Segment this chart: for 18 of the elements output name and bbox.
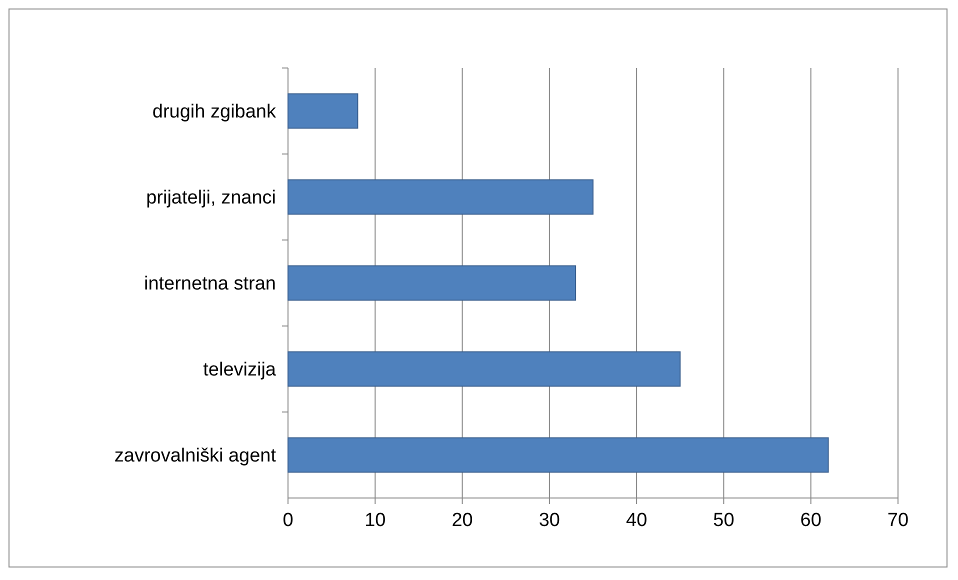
y-tick-label: televizija	[203, 360, 276, 381]
x-tick-label: 40	[626, 510, 648, 531]
x-tick-label: 60	[800, 510, 822, 531]
y-tick-label: zavrovalniški agent	[114, 446, 277, 467]
x-tick-label: 0	[282, 510, 294, 531]
bar	[288, 179, 594, 215]
y-tick-label: drugih zgibank	[152, 102, 276, 123]
y-tick-label: prijatelji, znanci	[146, 188, 276, 209]
x-tick-label: 20	[452, 510, 473, 531]
bar	[288, 437, 829, 473]
bar	[288, 351, 681, 387]
y-tick-label: internetna stran	[144, 274, 276, 295]
bar	[288, 265, 576, 301]
bar	[288, 93, 358, 129]
x-tick-label: 10	[364, 510, 386, 531]
x-tick-label: 30	[538, 510, 560, 531]
x-tick-label: 50	[713, 510, 734, 531]
x-tick-label: 70	[887, 510, 909, 531]
